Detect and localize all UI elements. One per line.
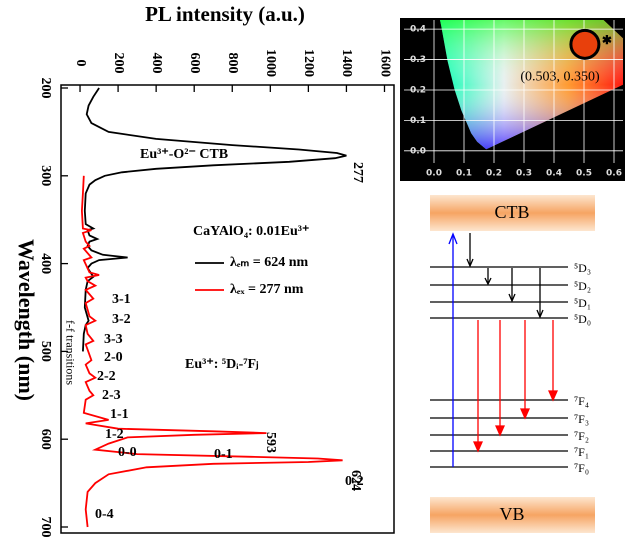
annotation: 2-3: [102, 388, 121, 403]
y-tick-label: 0.3: [410, 55, 426, 65]
y-tick-label: 1000: [263, 49, 278, 77]
x-tick-label: 0.0: [426, 169, 442, 179]
x-tick-label: 500: [38, 341, 53, 362]
x-tick-label: 300: [38, 165, 53, 186]
y-tick-label: 1400: [339, 49, 354, 77]
annotation: Eu³⁺-O²⁻ CTB: [140, 147, 228, 162]
annotation: 1-1: [110, 407, 129, 422]
annotation: Eu³⁺: ⁵Dᵢ-⁷Fⱼ: [185, 357, 259, 372]
annotation: 0-1: [214, 447, 233, 462]
y-tick-label: 600: [187, 53, 202, 74]
plot-frame: [60, 84, 395, 534]
vb-label: VB: [499, 504, 524, 524]
x-tick-label: 0.3: [516, 169, 532, 179]
x-tick-label: 600: [38, 429, 53, 450]
annotation: CaYAlO₄: 0.01Eu³⁺: [193, 224, 309, 239]
y-tick-label: 1200: [301, 49, 316, 77]
transition-arrows: [448, 232, 559, 467]
y-tick-label: 0.0: [410, 146, 426, 156]
annotation: 3-1: [112, 292, 131, 307]
annotation: f-f transitions: [63, 320, 77, 385]
x-tick-label: 700: [38, 517, 53, 538]
level-label: ⁷F₃: [574, 412, 589, 426]
level-label: ⁵D₁: [574, 296, 591, 310]
annotation: 2-2: [97, 369, 116, 384]
level-label: ⁵D₃: [574, 261, 591, 275]
x-tick-label: 0.1: [456, 169, 472, 179]
vb-band: [430, 497, 595, 533]
series-line: [82, 87, 347, 352]
annotation: 0-2: [345, 474, 364, 489]
x-tick-label: 0.2: [486, 169, 502, 179]
y-tick-label: 0.2: [410, 85, 426, 95]
y-tick-label: 200: [111, 52, 126, 73]
series-line: [80, 175, 343, 528]
x-tick-label: 200: [38, 78, 53, 99]
legend-label: λₑₘ = 624 nm: [230, 255, 308, 270]
annotation: 3-3: [104, 332, 123, 347]
point-label: (0.503, 0.350): [520, 70, 600, 85]
level-label: ⁵D₂: [574, 279, 591, 293]
y-axis-title: PL intensity (a.u.): [145, 2, 305, 26]
y-tick-label: 1600: [377, 49, 392, 77]
level-label: ⁷F₁: [574, 445, 589, 459]
x-tick-label: 0.4: [546, 169, 562, 179]
y-tick-label: 0.4: [410, 25, 426, 35]
annotation: 624: [348, 470, 363, 491]
level-label: ⁷F₀: [574, 461, 589, 475]
energy-levels: ⁵D₃ ⁵D₂ ⁵D₁ ⁵D₀ ⁷F₄ ⁷F₃ ⁷F₂ ⁷F₁ ⁷F₀: [430, 261, 591, 475]
x-tick-label: 0.5: [576, 169, 592, 179]
y-tick-label: 0.1: [410, 116, 426, 126]
x-tick-label: 0.6: [606, 169, 622, 179]
level-label: ⁷F₄: [574, 394, 589, 408]
annotation: 1-2: [105, 427, 124, 442]
ctb-label: CTB: [494, 202, 529, 222]
annotation: 0-4: [95, 507, 114, 522]
y-tick-label: 0: [73, 60, 88, 67]
point-star: ✱: [602, 33, 612, 47]
annotation: 277: [350, 162, 365, 183]
ctb-band: [430, 195, 595, 231]
y-tick-label: 800: [225, 53, 240, 74]
cie-point: [569, 28, 601, 60]
level-label: ⁵D₀: [574, 312, 591, 326]
level-label: ⁷F₂: [574, 429, 589, 443]
annotation: 593: [263, 432, 278, 453]
annotation: 0-0: [118, 445, 137, 460]
legend-label: λₑₓ = 277 nm: [230, 282, 304, 297]
x-axis-title: Wavelength (nm): [14, 239, 39, 401]
y-tick-label: 400: [149, 53, 164, 74]
annotation: 3-2: [112, 312, 131, 327]
annotation: 2-0: [104, 350, 123, 365]
x-tick-label: 400: [38, 253, 53, 274]
